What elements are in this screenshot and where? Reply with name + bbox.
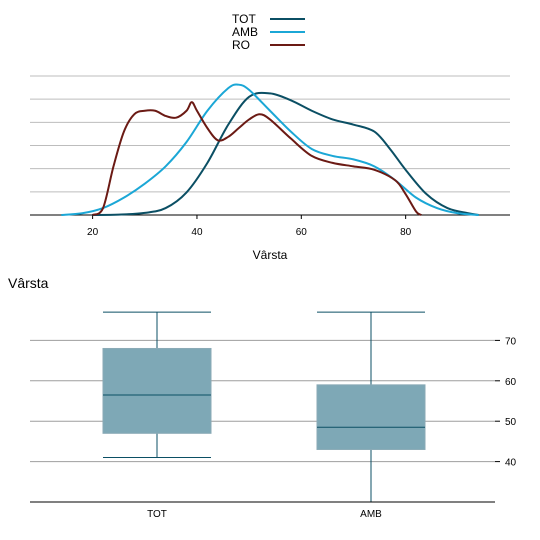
legend-label: RO (232, 38, 250, 52)
boxplot-tot: TOT (102, 311, 212, 520)
x-tick-label: 20 (87, 227, 99, 238)
y-tick-label: 50 (505, 417, 517, 428)
series-line-ro (92, 101, 422, 216)
category-label: TOT (147, 509, 167, 520)
box-panel: Vârsta TOT AMB 40 50 60 70 (8, 275, 517, 520)
x-tick-label: 60 (296, 227, 308, 238)
y-tick-label: 60 (505, 377, 517, 388)
x-axis-label: Vârsta (253, 248, 288, 262)
panel-title: Vârsta (8, 275, 49, 291)
y-tick-label: 40 (505, 458, 517, 469)
legend-label: AMB (232, 25, 258, 39)
series-line-tot (92, 91, 479, 216)
category-label: AMB (360, 509, 382, 520)
legend-label: TOT (232, 12, 256, 26)
y-tick-label: 70 (505, 336, 517, 347)
series-line-amb (61, 83, 479, 216)
x-tick-label: 80 (400, 227, 412, 238)
iqr-box (316, 384, 426, 450)
iqr-box (102, 347, 212, 434)
boxplot-amb: AMB (316, 311, 426, 520)
x-tick-label: 40 (191, 227, 203, 238)
